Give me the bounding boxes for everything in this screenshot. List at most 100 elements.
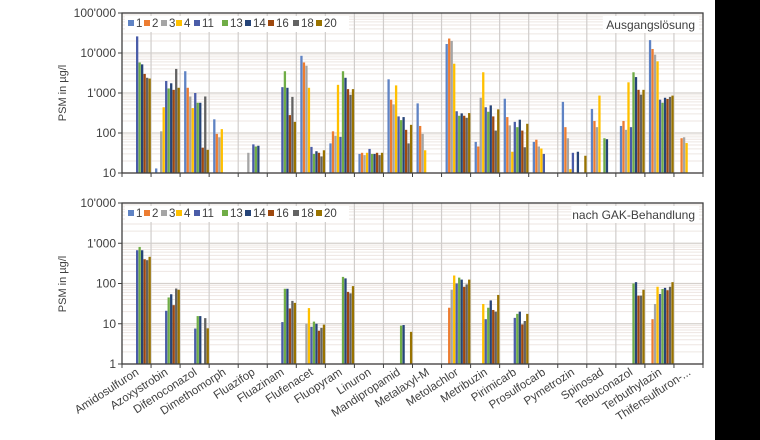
bar-series-14-fluopyram <box>344 278 347 364</box>
legend-label-3: 3 <box>169 18 175 30</box>
bar-series-16-metribuzin <box>492 116 495 173</box>
bar-series-4-tebuconazol <box>627 82 630 173</box>
bar-series-2-mandipropamid <box>389 99 393 173</box>
bar-series-14-tebuconazol <box>634 282 638 364</box>
bar-series-11-fluazifop <box>252 144 255 173</box>
bar-series-1-mandipropamid <box>387 79 390 173</box>
y-tick-label: 100 <box>96 277 116 291</box>
legend-label-16: 16 <box>276 208 289 220</box>
legend-swatch-11 <box>194 20 200 26</box>
bar-series-13-tebuconazol <box>632 283 635 364</box>
bar-series-2-fluopyram <box>331 131 335 173</box>
bar-series-14-mandipropamid <box>402 117 405 173</box>
legend-label-14: 14 <box>253 18 266 30</box>
y-tick-label: 1'000 <box>87 236 116 250</box>
bar-series-20-fluopyram <box>351 286 355 364</box>
bar-series-16-difenoconazol <box>201 147 204 173</box>
bar-series-18-mandipropamid <box>407 143 410 173</box>
bar-series-16-fluopyram <box>346 291 350 364</box>
bar-series-4-terbuthylazin <box>656 61 659 173</box>
bar-series-16-metolachlor <box>463 286 466 364</box>
panel-title: Ausgangslösung <box>606 18 695 32</box>
bar-series-1-dimethomorph <box>213 119 216 173</box>
plot-frame <box>121 202 704 365</box>
y-axis-label-bottom: PSM in µg/l <box>57 256 69 312</box>
bar-series-14-fluazinam <box>286 288 289 364</box>
bar-series-20-difenoconazol <box>206 328 209 364</box>
bar-series-18-metolachlor <box>465 117 468 173</box>
bar-series-1-tebuconazol <box>619 125 623 173</box>
bar-series-13-fluopyram <box>341 71 345 173</box>
bar-series-14-spinosad <box>605 139 609 173</box>
bar-series-11-difenoconazol <box>194 328 197 364</box>
bar-series-11-pymetrozin <box>571 152 575 173</box>
bar-series-14-flufenacet <box>315 323 318 364</box>
bar-series-13-flufenacet <box>312 153 316 173</box>
bar-series-18-metolachlor <box>465 284 468 364</box>
bar-series-11-fluazinam <box>281 322 284 364</box>
bar-series-11-azoxystrobin <box>165 80 168 173</box>
bar-series-16-metolachlor <box>463 115 466 173</box>
y-axis-label-top: PSM in µg/l <box>57 65 69 121</box>
bar-series-16-metribuzin <box>492 309 495 364</box>
legend-label-20: 20 <box>324 208 337 220</box>
bar-series-3-flufenacet <box>305 65 308 173</box>
bar-series-2-dimethomorph <box>215 133 218 173</box>
bar-series-2-pymetrozin <box>564 127 567 173</box>
bar-series-18-metribuzin <box>494 311 497 364</box>
panel-title-background <box>571 206 699 223</box>
legend-swatch-1 <box>128 20 134 26</box>
bar-series-18-linuron <box>378 155 381 173</box>
bar-series-2-linuron <box>360 152 364 173</box>
bar-series-13-mandipropamid <box>399 325 403 364</box>
bar-series-16-terbuthylazin <box>666 290 669 364</box>
bar-series-20-mandipropamid <box>409 331 413 364</box>
panel-ausgangsloesung: 100'000 10'000 1'000 100 10 1 2 3 4 11 13 14 16 18 20 A… <box>74 6 704 180</box>
y-tick-label: 10'000 <box>80 196 116 210</box>
bar-series-4-flufenacet <box>307 87 311 173</box>
legend-label-4: 4 <box>184 208 191 220</box>
y-tick-label: 100'000 <box>74 6 117 20</box>
bar-series-1-metribuzin <box>474 141 477 173</box>
legend-swatch-16 <box>268 210 274 216</box>
bar-series-4-azoxystrobin <box>162 107 165 173</box>
bar-series-13-tebuconazol <box>632 72 635 173</box>
bar-series-2-terbuthylazin <box>651 48 654 173</box>
bar-series-18-difenoconazol <box>204 96 207 173</box>
bar-series-4-pymetrozin <box>569 169 572 173</box>
bar-series-20-flufenacet <box>322 324 326 364</box>
bar-series-20-tebuconazol <box>642 89 645 173</box>
bar-series-2-metribuzin <box>477 146 480 173</box>
panel-title-background <box>602 16 699 33</box>
bar-series-13-terbuthylazin <box>661 102 664 173</box>
bar-series-11-linuron <box>368 148 371 173</box>
bar-series-4-metribuzin <box>482 72 485 173</box>
bar-series-18-flufenacet <box>320 156 323 173</box>
bar-series-14-metolachlor <box>460 279 463 364</box>
bar-series-4-dimethomorph <box>220 129 223 173</box>
bar-series-20-mandipropamid <box>409 124 413 173</box>
bar-series-11-amidosulfuron <box>136 36 139 174</box>
bar-series-13-fluazinam <box>283 288 287 364</box>
bar-series-3-azoxystrobin <box>160 131 163 173</box>
bar-series-11-terbuthylazin <box>658 99 662 173</box>
bar-series-2-difenoconazol <box>186 87 189 173</box>
bar-series-14-amidosulfuron <box>141 64 144 173</box>
y-tick-label: 100 <box>96 126 116 140</box>
bar-series-4-pirimicarb <box>511 151 514 173</box>
legend-swatch-2 <box>144 210 150 216</box>
bar-series-18-amidosulfuron <box>146 260 149 364</box>
bar-series-3-metolachlor <box>450 289 453 364</box>
bar-series-13-metolachlor <box>458 115 461 173</box>
bar-series-18-azoxystrobin <box>175 68 178 173</box>
bar-series-14-pymetrozin <box>576 151 580 173</box>
bar-series-3-difenoconazol <box>189 96 192 173</box>
bar-series-14-difenoconazol <box>199 102 202 173</box>
bar-series-14-tebuconazol <box>634 77 638 173</box>
bar-series-13-difenoconazol <box>196 102 199 173</box>
bar-series-13-fluazinam <box>283 71 287 173</box>
bar-series-1-linuron <box>358 153 361 173</box>
legend-label-2: 2 <box>152 208 158 220</box>
bar-series-14-azoxystrobin <box>170 294 173 364</box>
